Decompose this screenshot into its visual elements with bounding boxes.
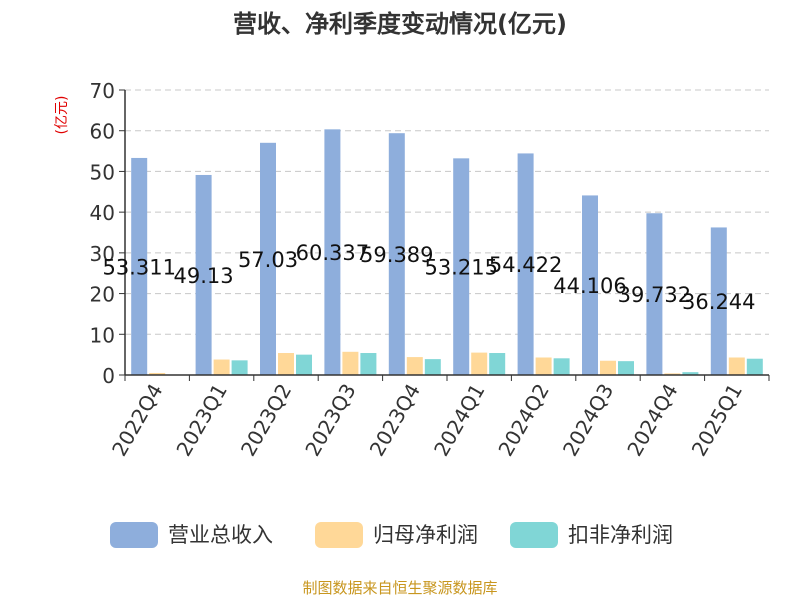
x-tick-label: 2025Q1 [687, 380, 747, 461]
data-label-2022Q4: 53.311 [102, 255, 175, 279]
data-label-2023Q4: 59.389 [360, 243, 433, 267]
bar-2024Q1-营业总收入 [453, 158, 470, 375]
bar-2024Q3-归母净利润 [600, 360, 616, 375]
data-label-2024Q1: 53.215 [424, 256, 497, 280]
bar-2025Q1-归母净利润 [728, 357, 745, 375]
source-footer: 制图数据来自恒生聚源数据库 [302, 579, 498, 597]
bar-2024Q1-归母净利润 [471, 352, 488, 375]
bar-2022Q4-营业总收入 [131, 157, 148, 375]
x-tick-label: 2023Q1 [171, 380, 231, 461]
y-tick-label: 50 [90, 160, 115, 184]
y-axis-unit-label: (亿元) [54, 96, 70, 135]
legend-label: 归母净利润 [373, 523, 478, 547]
bar-2023Q4-营业总收入 [388, 133, 405, 375]
data-label-2023Q1: 49.13 [174, 264, 234, 288]
data-labels: 53.31149.1357.0360.33759.38953.21554.422… [102, 241, 755, 314]
data-label-2025Q1: 36.244 [682, 290, 755, 314]
bar-2025Q1-扣非净利润 [746, 358, 763, 375]
legend-item-2: 归母净利润 [315, 522, 478, 548]
legend-swatch [110, 522, 158, 548]
legend-label: 营业总收入 [168, 523, 273, 547]
bar-2025Q1-营业总收入 [710, 227, 727, 375]
legend: 营业总收入 归母净利润 扣非净利润 [110, 522, 673, 548]
bar-2024Q1-扣非净利润 [489, 353, 506, 375]
data-label-2023Q3: 60.337 [296, 241, 369, 265]
gridlines [125, 89, 769, 335]
y-tick-label: 30 [90, 242, 115, 266]
bar-2023Q3-扣非净利润 [360, 353, 377, 375]
legend-swatch [315, 522, 363, 548]
bar-2024Q4-扣非净利润 [682, 372, 699, 375]
legend-swatch [510, 522, 558, 548]
legend-label: 扣非净利润 [568, 523, 673, 547]
x-tick-label: 2023Q2 [236, 380, 296, 461]
x-tick-label: 2024Q3 [558, 380, 618, 461]
x-tick-label: 2024Q1 [429, 380, 489, 461]
data-label-2024Q4: 39.732 [618, 283, 691, 307]
bar-2024Q2-扣非净利润 [553, 358, 570, 375]
bar-2024Q3-营业总收入 [582, 195, 598, 375]
data-label-2024Q3: 44.106 [553, 274, 626, 298]
bar-2023Q3-归母净利润 [342, 351, 359, 375]
y-tick-label: 20 [90, 283, 115, 307]
bar-2024Q2-归母净利润 [535, 357, 552, 375]
y-tick-label: 70 [90, 79, 115, 103]
chart-title: 营收、净利季度变动情况(亿元) [233, 10, 567, 38]
bar-2023Q2-扣非净利润 [296, 354, 312, 375]
bar-2023Q1-归母净利润 [213, 359, 230, 375]
bar-2024Q3-扣非净利润 [618, 361, 634, 375]
bar-2023Q4-归母净利润 [406, 357, 423, 375]
y-tick-label: 0 [102, 364, 115, 388]
x-tick-label: 2024Q4 [622, 380, 682, 461]
bar-2024Q4-归母净利润 [664, 373, 681, 375]
bar-series [131, 129, 763, 375]
bar-2023Q1-营业总收入 [195, 174, 212, 375]
x-tick-label: 2022Q4 [107, 380, 167, 461]
x-tick-label: 2023Q4 [365, 380, 425, 461]
bar-2022Q4-归母净利润 [149, 372, 166, 375]
y-tick-label: 40 [90, 201, 115, 225]
bar-2023Q4-扣非净利润 [424, 359, 441, 375]
bar-2024Q2-营业总收入 [517, 153, 534, 375]
data-label-2023Q2: 57.03 [238, 248, 298, 272]
legend-item-1: 营业总收入 [110, 522, 273, 548]
x-tick-label: 2023Q3 [300, 380, 360, 461]
bar-2023Q2-归母净利润 [278, 353, 294, 375]
y-tick-label: 10 [90, 323, 115, 347]
bar-2023Q1-扣非净利润 [231, 360, 248, 375]
y-tick-label: 60 [90, 120, 115, 144]
bar-2024Q4-营业总收入 [646, 213, 663, 375]
data-label-2024Q2: 54.422 [489, 253, 562, 277]
bar-2023Q3-营业总收入 [324, 129, 341, 375]
legend-item-3: 扣非净利润 [510, 522, 673, 548]
x-tick-label: 2024Q2 [493, 380, 553, 461]
bar-2023Q2-营业总收入 [260, 142, 276, 375]
